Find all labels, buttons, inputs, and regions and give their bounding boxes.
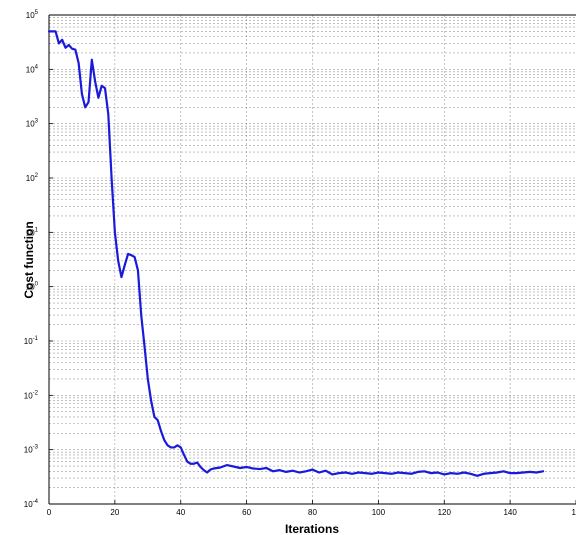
y-axis-label: Cost function bbox=[22, 221, 36, 298]
x-tick-label: 40 bbox=[176, 508, 185, 517]
grid bbox=[49, 15, 576, 504]
y-tick-label: 100 bbox=[26, 282, 39, 292]
y-tick-label: 102 bbox=[26, 173, 39, 183]
x-tick-label: 60 bbox=[242, 508, 251, 517]
x-tick-label: 120 bbox=[438, 508, 452, 517]
y-tick-label: 10-3 bbox=[24, 445, 39, 455]
series-line bbox=[47, 30, 545, 477]
y-tick-label: 101 bbox=[26, 227, 39, 237]
series-layer bbox=[47, 30, 545, 477]
y-tick-label: 104 bbox=[26, 64, 39, 74]
y-tick-label: 10-4 bbox=[24, 499, 39, 509]
y-tick-label: 105 bbox=[26, 10, 39, 20]
x-tick-label: 20 bbox=[110, 508, 119, 517]
x-tick-label: 80 bbox=[308, 508, 317, 517]
x-tick-label: 16 bbox=[572, 508, 576, 517]
ticks: 0 20 40 60 80 100 120 140 16 10-4 10-3 10-2 10-1 100 1… bbox=[24, 10, 576, 517]
x-axis-label: Iterations bbox=[285, 522, 339, 535]
x-tick-label: 0 bbox=[47, 508, 52, 517]
y-tick-label: 10-2 bbox=[24, 390, 39, 400]
x-tick-label: 100 bbox=[372, 508, 386, 517]
x-tick-label: 140 bbox=[503, 508, 517, 517]
y-tick-label: 103 bbox=[26, 119, 39, 129]
y-tick-label: 10-1 bbox=[24, 336, 39, 346]
